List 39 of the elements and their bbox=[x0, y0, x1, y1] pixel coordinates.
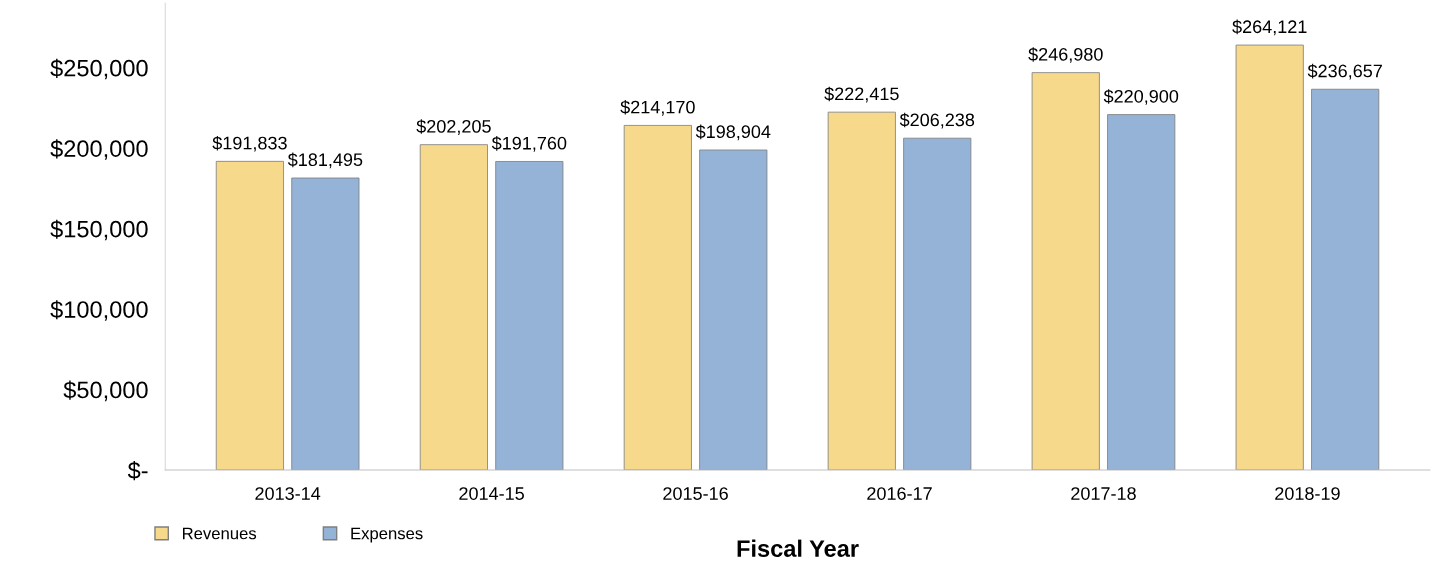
data-label: $191,833 bbox=[212, 135, 287, 152]
data-label: $220,900 bbox=[1103, 89, 1179, 105]
legend-label: Expenses bbox=[351, 527, 423, 543]
bar bbox=[495, 161, 564, 470]
bar bbox=[1107, 114, 1176, 470]
data-label: $214,170 bbox=[620, 99, 695, 116]
data-label: $264,121 bbox=[1232, 19, 1307, 36]
x-tick-label: 2015-16 bbox=[663, 487, 728, 500]
legend-label: Revenues bbox=[183, 527, 257, 540]
bar bbox=[1311, 88, 1380, 470]
bar bbox=[1031, 72, 1100, 470]
data-label: $191,760 bbox=[491, 136, 567, 152]
bar bbox=[827, 111, 896, 470]
x-tick-label: 2014-15 bbox=[459, 487, 524, 500]
x-tick-label: 2013-14 bbox=[255, 487, 321, 500]
data-label: $246,980 bbox=[1028, 47, 1103, 63]
y-tick-label: $50,000 bbox=[63, 380, 148, 402]
y-tick-label: $200,000 bbox=[50, 139, 148, 160]
data-label: $202,205 bbox=[416, 119, 491, 135]
y-tick-label: $150,000 bbox=[50, 219, 148, 241]
x-tick-label: 2016-17 bbox=[867, 487, 932, 500]
data-label: $222,415 bbox=[824, 86, 899, 103]
bar bbox=[419, 144, 488, 470]
x-tick-label: 2018-19 bbox=[1275, 487, 1340, 500]
bar bbox=[1235, 44, 1304, 470]
bar bbox=[903, 137, 972, 470]
bar bbox=[291, 177, 360, 470]
x-axis-title: Fiscal Year bbox=[737, 539, 859, 557]
data-label: $198,904 bbox=[695, 124, 771, 141]
data-label: $206,238 bbox=[899, 112, 975, 129]
bar bbox=[623, 125, 692, 470]
y-tick-label: $- bbox=[127, 461, 148, 481]
x-tick-label: 2017-18 bbox=[1071, 487, 1136, 500]
bar bbox=[215, 160, 284, 470]
y-tick-label: $250,000 bbox=[50, 58, 148, 80]
data-label: $181,495 bbox=[287, 152, 363, 169]
bar bbox=[699, 149, 768, 470]
data-label: $236,657 bbox=[1307, 63, 1382, 80]
y-tick-label: $100,000 bbox=[50, 300, 148, 321]
